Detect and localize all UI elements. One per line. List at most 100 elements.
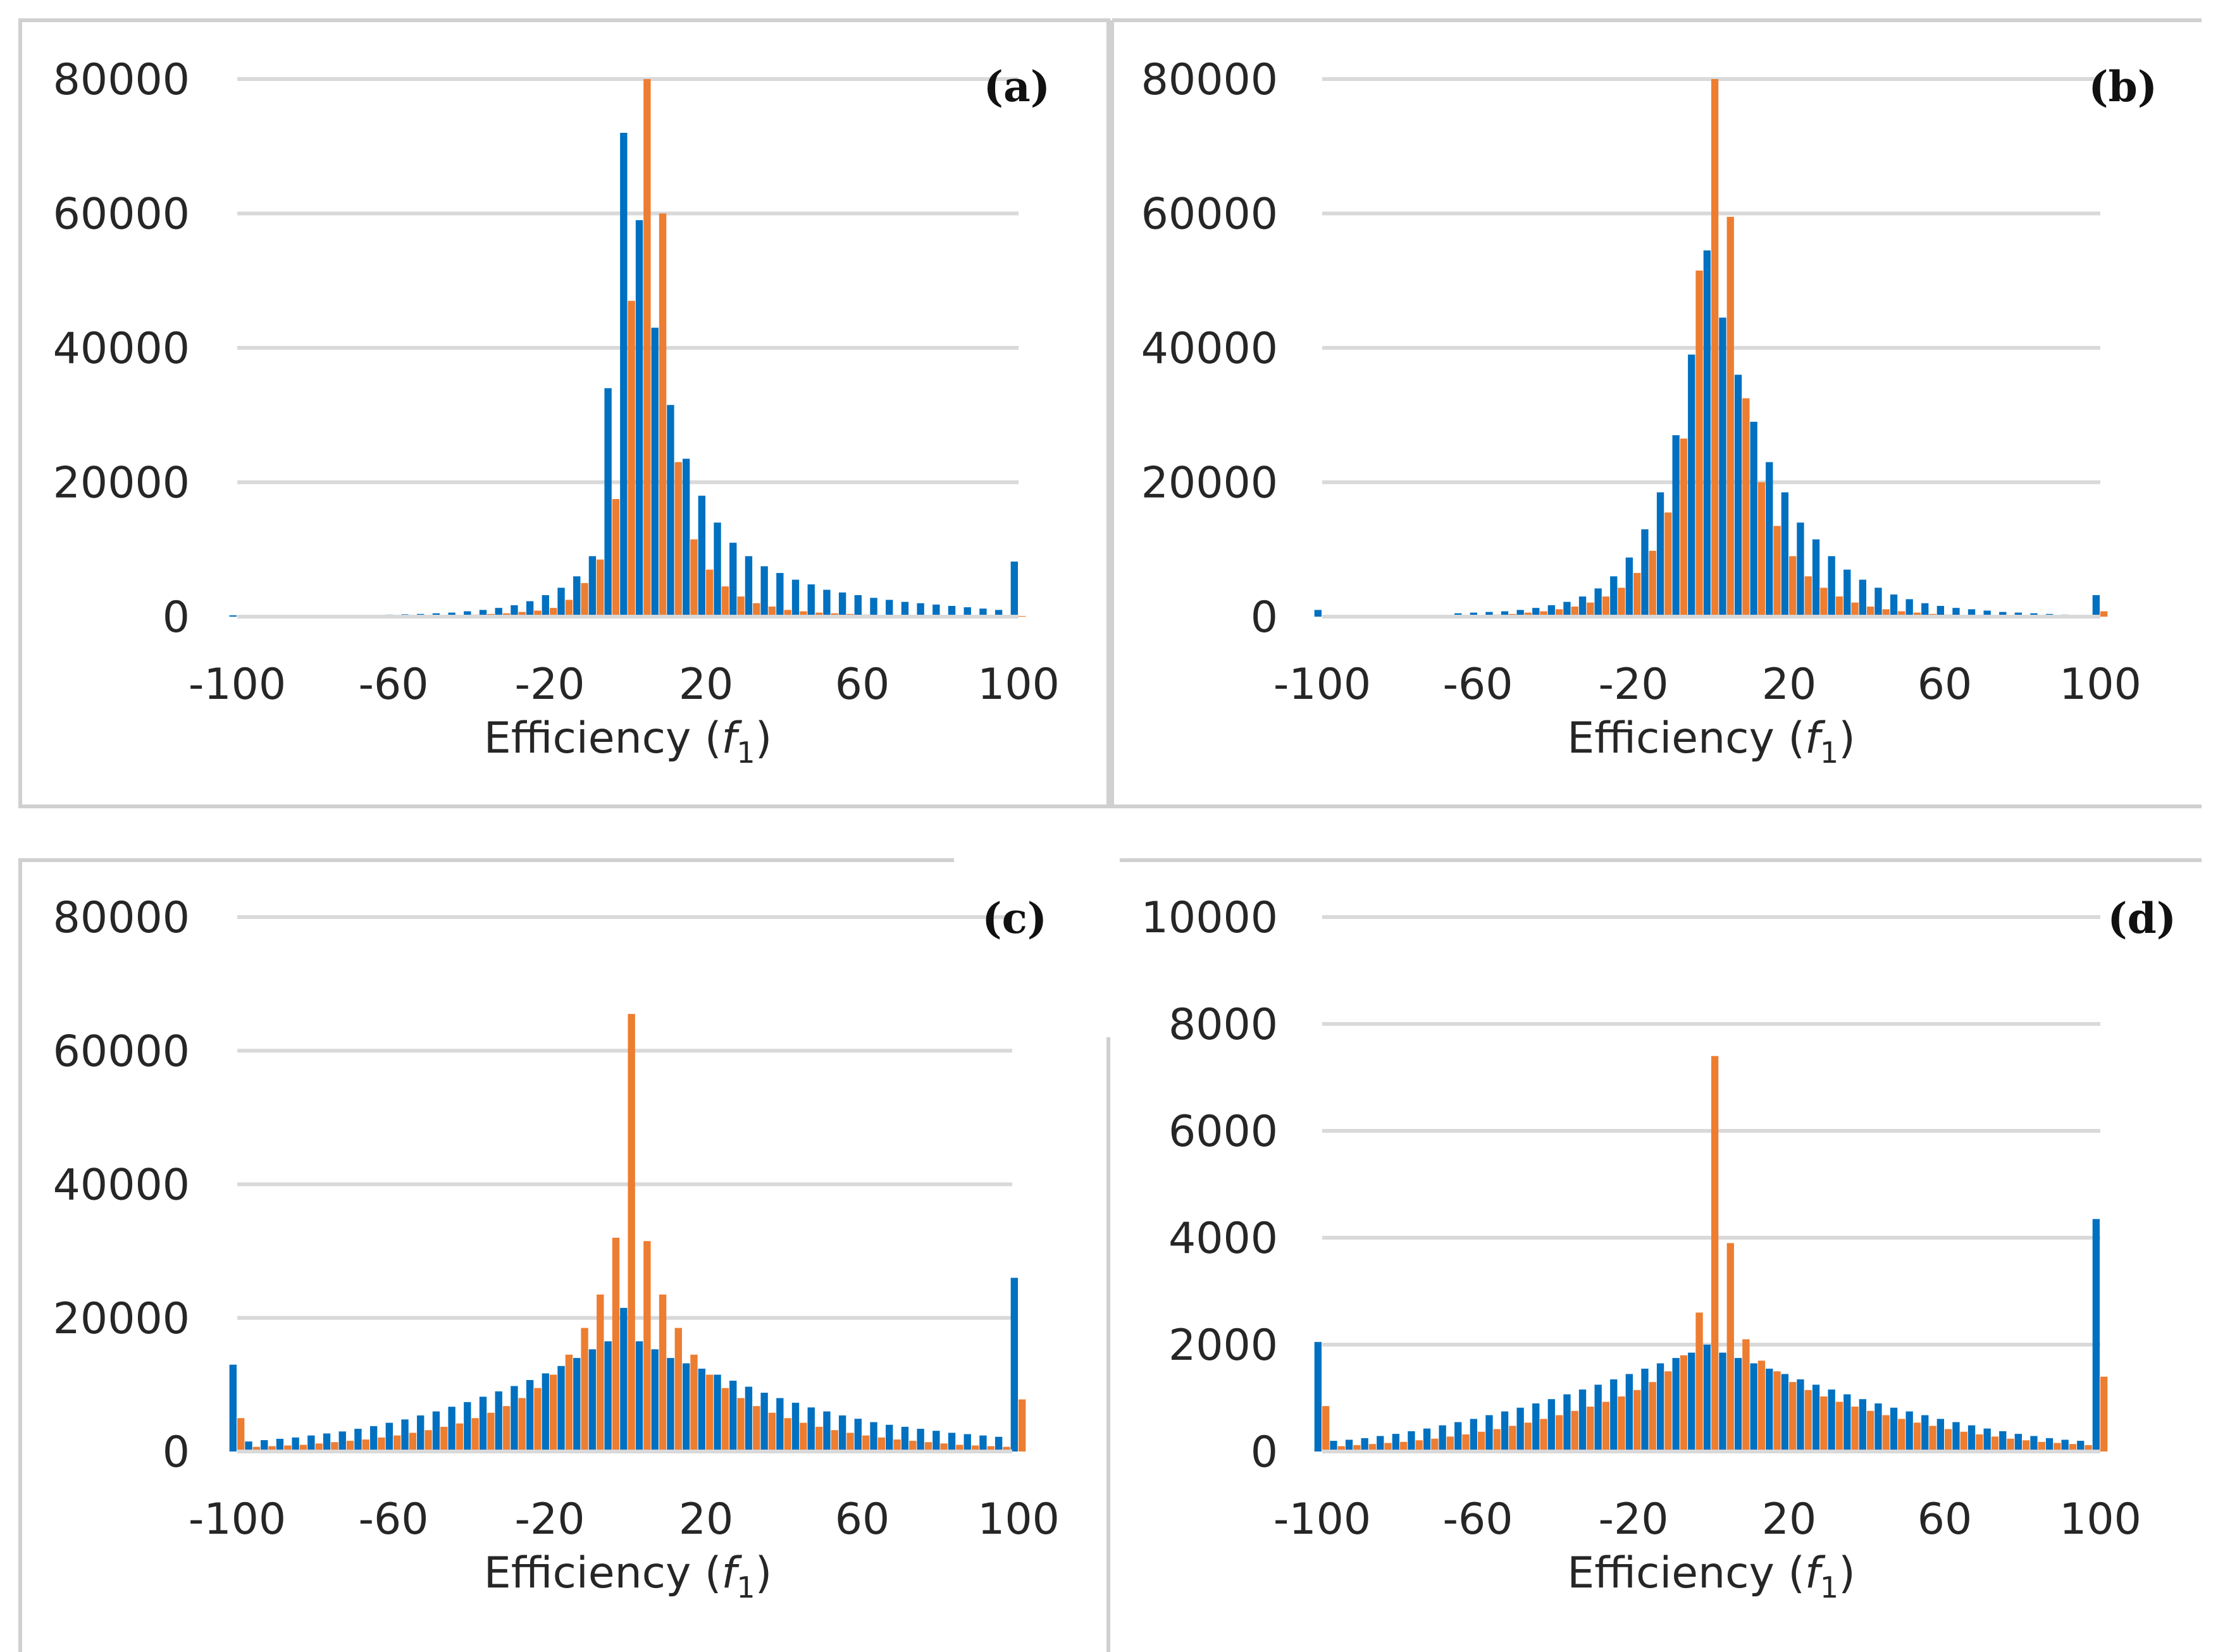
y-tick-label: 0 <box>1251 1427 1278 1477</box>
x-axis-title: Efficiency (f1) <box>484 713 772 770</box>
y-tick-label: 0 <box>1251 593 1278 643</box>
bar-blue <box>1610 1379 1618 1452</box>
bar-blue <box>573 576 581 617</box>
bar-orange <box>753 603 760 617</box>
bar-orange <box>581 583 588 617</box>
bar-orange <box>784 1418 791 1452</box>
bar-orange <box>815 1426 823 1452</box>
bar-blue <box>588 1349 597 1452</box>
bar-orange <box>659 213 667 617</box>
bar-blue <box>1874 588 1882 617</box>
bar-orange <box>1618 1396 1625 1452</box>
bar-orange <box>1898 1419 1905 1452</box>
bar-blue <box>1703 250 1711 617</box>
bar-blue <box>2061 1439 2069 1452</box>
bar-blue <box>620 1307 628 1452</box>
y-tick-label: 20000 <box>53 1294 190 1344</box>
bar-blue <box>526 601 534 617</box>
bar-orange <box>362 1439 369 1452</box>
bar-blue <box>229 1364 237 1452</box>
bar-blue <box>901 601 909 617</box>
y-tick-label: 40000 <box>1141 324 1278 374</box>
bar-orange <box>1773 1371 1781 1452</box>
bar-orange <box>1882 1415 1890 1452</box>
bar-blue <box>1625 1374 1633 1452</box>
bar-blue <box>1578 1389 1587 1452</box>
x-axis-title: Efficiency (f1) <box>1567 713 1855 770</box>
bar-blue <box>1750 1363 1757 1452</box>
bar-blue <box>1641 1369 1649 1452</box>
bar-blue <box>1936 1419 1945 1452</box>
x-tick-label: -100 <box>189 660 286 710</box>
bar-orange <box>1664 512 1672 617</box>
bar-orange <box>1742 1339 1750 1452</box>
bar-orange <box>1820 1396 1828 1452</box>
bar-orange <box>393 1435 401 1452</box>
bar-blue <box>1719 317 1726 617</box>
bar-orange <box>1789 556 1797 617</box>
panel-label: (d) <box>2107 894 2176 943</box>
y-tick-label: 0 <box>163 1427 190 1477</box>
bar-blue <box>635 220 643 617</box>
bar-orange <box>1556 609 1563 617</box>
bar-blue <box>573 1358 581 1452</box>
bar-blue <box>1672 1358 1680 1452</box>
bar-orange <box>862 1435 870 1452</box>
bar-orange <box>315 1443 323 1452</box>
y-tick-label: 0 <box>163 593 190 643</box>
bar-orange <box>565 1354 573 1452</box>
bar-orange <box>1913 1422 1921 1452</box>
bar-blue <box>1501 611 1509 617</box>
bar-orange <box>1913 612 1921 617</box>
bar-orange <box>674 462 682 617</box>
bar-blue <box>714 1374 721 1452</box>
x-tick-label: 20 <box>1762 660 1817 710</box>
bar-blue <box>651 1349 659 1452</box>
bar-blue <box>604 1341 612 1452</box>
bar-blue <box>760 1393 768 1452</box>
bar-orange <box>659 1294 667 1452</box>
bar-orange <box>424 1430 432 1452</box>
bar-orange <box>1493 1429 1501 1452</box>
bar-blue <box>1641 529 1649 617</box>
bar-blue <box>870 598 877 617</box>
bar-blue <box>1828 1389 1835 1452</box>
bar-blue <box>1921 603 1929 617</box>
bar-blue <box>542 1373 550 1452</box>
bar-blue <box>1734 374 1742 617</box>
bar-orange <box>1835 596 1843 617</box>
y-tick-label: 6000 <box>1168 1107 1278 1157</box>
bar-orange <box>534 610 542 617</box>
bar-orange <box>924 1442 932 1452</box>
bar-orange <box>628 1014 635 1452</box>
panel-b: 0 20000 40000 60000 80000 -100 -60 -20 20 60 100 Ef… <box>1141 55 2157 770</box>
bar-blue <box>1874 1403 1882 1452</box>
bar-blue <box>354 1429 362 1452</box>
panel-c-frame <box>18 858 954 1652</box>
bar-blue <box>979 608 987 617</box>
bar-orange <box>597 559 604 617</box>
bar-blue <box>823 1411 831 1452</box>
bar-orange <box>1478 1431 1485 1452</box>
bar-blue <box>838 1415 846 1452</box>
y-tick-label: 80000 <box>1141 55 1278 105</box>
bar-blue <box>807 584 815 617</box>
x-tick-label: 60 <box>835 1495 890 1544</box>
bar-blue <box>1010 561 1019 617</box>
bar-orange <box>1322 1406 1330 1452</box>
bar-orange <box>737 596 745 617</box>
bar-blue <box>1578 596 1587 617</box>
bar-blue <box>948 1433 956 1452</box>
bar-orange <box>1649 1382 1656 1452</box>
bar-blue <box>776 572 784 617</box>
bar-blue <box>1952 608 1960 617</box>
bar-orange <box>502 1406 511 1452</box>
panel-a: 0 20000 40000 60000 80000 -100 -60 -20 20 60 100 Ef… <box>53 55 1060 770</box>
bar-orange <box>1618 588 1625 617</box>
bar-blue <box>1905 1411 1913 1452</box>
bar-orange <box>1726 1243 1734 1452</box>
bar-blue <box>886 600 893 617</box>
bar-blue <box>1766 462 1773 617</box>
bar-blue <box>729 1381 737 1452</box>
bar-blue <box>1781 492 1789 617</box>
